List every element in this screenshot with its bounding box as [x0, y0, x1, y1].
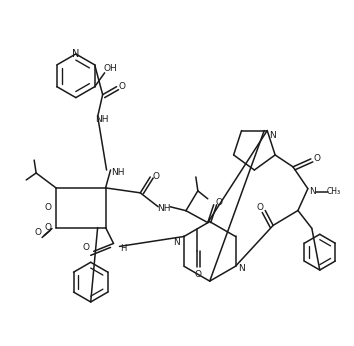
Text: N: N: [173, 238, 179, 247]
Text: NH: NH: [111, 167, 124, 176]
Text: N: N: [72, 49, 80, 59]
Text: O: O: [45, 223, 52, 232]
Text: O: O: [313, 154, 320, 163]
Text: N: N: [238, 264, 245, 273]
Text: NH: NH: [158, 204, 171, 213]
Text: O: O: [82, 243, 89, 252]
Text: O: O: [119, 82, 126, 91]
Text: O: O: [45, 203, 52, 212]
Text: NH: NH: [95, 115, 108, 124]
Text: O: O: [35, 228, 42, 237]
Text: O: O: [257, 203, 264, 212]
Text: O: O: [153, 172, 160, 181]
Text: N: N: [309, 187, 316, 196]
Text: O: O: [215, 198, 222, 207]
Text: H: H: [120, 244, 127, 253]
Text: OH: OH: [104, 64, 118, 73]
Text: O: O: [194, 270, 201, 279]
Text: CH₃: CH₃: [327, 187, 341, 196]
Text: N: N: [269, 131, 275, 140]
